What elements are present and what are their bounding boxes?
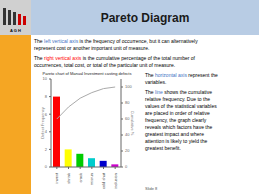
svg-text:2: 2 [45, 147, 48, 152]
svg-text:misrun: misrun [89, 173, 94, 185]
svg-text:4: 4 [44, 129, 47, 135]
html-text:variables.: variables. [145, 79, 167, 85]
html-text:attention is likely to yield t: attention is likely to yield the [145, 138, 208, 144]
html-text:The line shows the cumulative: The line shows the cumulative [145, 89, 212, 95]
svg-text:8: 8 [45, 94, 48, 99]
html-text:represent cost or another impo: represent cost or another important unit… [34, 45, 150, 51]
html-text:greatest impact and where: greatest impact and where [145, 131, 204, 137]
svg-text:60: 60 [125, 116, 130, 121]
html-text:The horizontal axis represent: The horizontal axis represent the [145, 72, 218, 78]
svg-text:10: 10 [43, 76, 48, 81]
svg-text:shrink: shrink [66, 173, 71, 184]
html-text:occurrences, total cost, or to: occurrences, total cost, or total of the… [34, 62, 176, 68]
html-text:Slide 8: Slide 8 [145, 186, 158, 191]
html-text:reveals which factors have the: reveals which factors have the [145, 124, 213, 130]
html-text:A G H: A G H [10, 28, 21, 33]
html-text:values of the statistical vari: values of the statistical variables [145, 103, 217, 109]
svg-text:100: 100 [125, 84, 132, 89]
svg-text:Defect Frequency: Defect Frequency [40, 107, 45, 139]
html-text:frequency, the graph clearly: frequency, the graph clearly [145, 117, 207, 123]
svg-text:cold shut: cold shut [101, 172, 106, 189]
svg-text:inclusion: inclusion [113, 173, 118, 189]
html-text:Pareto Diagram: Pareto Diagram [100, 10, 190, 25]
html-text:Pareto chart of Manual Investm: Pareto chart of Manual Investment castin… [42, 71, 132, 76]
html-text:The left vertical axis is the: The left vertical axis is the frequency … [34, 38, 198, 44]
svg-text:crack: crack [78, 173, 83, 183]
svg-text:0: 0 [125, 164, 128, 169]
svg-text:40: 40 [125, 132, 130, 137]
html-text:The right vertical axis is the: The right vertical axis is the cumulativ… [34, 55, 195, 61]
svg-text:Cumulative %: Cumulative % [130, 111, 135, 136]
svg-text:invest: invest [54, 172, 59, 183]
svg-text:6: 6 [44, 111, 47, 117]
html-text:relative frequency. Due to the: relative frequency. Due to the [145, 96, 210, 102]
html-text:greatest benefit.: greatest benefit. [145, 145, 181, 151]
svg-text:20: 20 [125, 148, 130, 153]
svg-text:80: 80 [125, 100, 130, 105]
html-text:are placed in order of relativ: are placed in order of relative [145, 110, 210, 116]
svg-text:0: 0 [45, 164, 48, 169]
